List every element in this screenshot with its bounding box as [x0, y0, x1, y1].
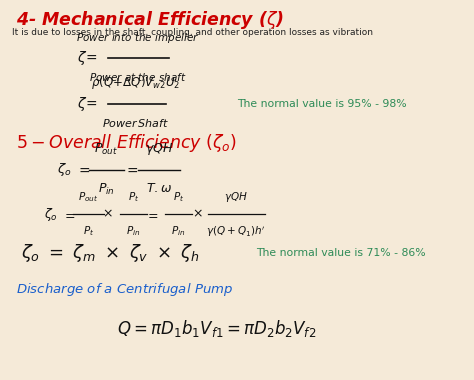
Text: $\zeta_o$: $\zeta_o$	[44, 206, 58, 223]
Text: $\rho(Q\!+\!\Delta Q)V_{w2}U_2$: $\rho(Q\!+\!\Delta Q)V_{w2}U_2$	[91, 74, 181, 91]
Text: $\times$: $\times$	[102, 208, 113, 221]
Text: $P_{in}$: $P_{in}$	[172, 225, 186, 238]
Text: $\zeta\!=\!$: $\zeta\!=\!$	[77, 49, 97, 67]
Text: $P_t$: $P_t$	[83, 225, 94, 238]
Text: $=$: $=$	[124, 163, 139, 177]
Text: The normal value is 71% - 86%: The normal value is 71% - 86%	[255, 248, 425, 258]
Text: $\mathit{Discharge\ of\ a\ Centrifugal\ Pump}$: $\mathit{Discharge\ of\ a\ Centrifugal\ …	[17, 281, 234, 298]
Text: $T.\omega$: $T.\omega$	[146, 182, 172, 195]
Text: $\mathbf{\mathit{Power\,Shaft}}$: $\mathbf{\mathit{Power\,Shaft}}$	[102, 117, 170, 129]
Text: $P_{in}$: $P_{in}$	[98, 182, 115, 197]
Text: $\mathbf{\mathit{5 - Overall\ Efficiency\ (\zeta_o)}}$: $\mathbf{\mathit{5 - Overall\ Efficiency…	[17, 132, 237, 154]
Text: The normal value is 95% - 98%: The normal value is 95% - 98%	[237, 99, 407, 109]
Text: $\gamma(Q+Q_1)h'$: $\gamma(Q+Q_1)h'$	[206, 225, 266, 239]
Text: $P_{out}$: $P_{out}$	[94, 142, 118, 157]
Text: $\zeta_o$: $\zeta_o$	[57, 161, 72, 178]
Text: $\times$: $\times$	[191, 208, 202, 221]
Text: $\gamma QH$: $\gamma QH$	[224, 190, 248, 204]
Text: $\mathbf{\mathit{Power\ into\ the\ impeller}}$: $\mathbf{\mathit{Power\ into\ the\ impel…	[76, 31, 200, 45]
Text: $=$: $=$	[63, 208, 76, 221]
Text: $\gamma QH$: $\gamma QH$	[145, 141, 173, 157]
Text: 4- Mechanical Efficiency ($\zeta$): 4- Mechanical Efficiency ($\zeta$)	[17, 10, 284, 32]
Text: $P_{in}$: $P_{in}$	[127, 225, 141, 238]
Text: $P_{out}$: $P_{out}$	[78, 190, 99, 204]
Text: $\zeta_o\ =\ \zeta_m\ \times\ \zeta_v\ \times\ \zeta_h$: $\zeta_o\ =\ \zeta_m\ \times\ \zeta_v\ \…	[21, 242, 200, 264]
Text: $Q = \pi D_1 b_1 V_{f1} = \pi D_2 b_2 V_{f2}$: $Q = \pi D_1 b_1 V_{f1} = \pi D_2 b_2 V_…	[117, 318, 316, 339]
Text: $\zeta\!=\!$: $\zeta\!=\!$	[77, 95, 97, 113]
Text: $=$: $=$	[145, 208, 159, 221]
Text: It is due to losses in the shaft, coupling, and other operation losses as vibrat: It is due to losses in the shaft, coupli…	[12, 28, 373, 37]
Text: $P_t$: $P_t$	[173, 190, 184, 204]
Text: $=$: $=$	[76, 163, 91, 177]
Text: $\mathbf{\mathit{Power\ at\ the\ shaft}}$: $\mathbf{\mathit{Power\ at\ the\ shaft}}…	[90, 71, 187, 83]
Text: $P_t$: $P_t$	[128, 190, 139, 204]
